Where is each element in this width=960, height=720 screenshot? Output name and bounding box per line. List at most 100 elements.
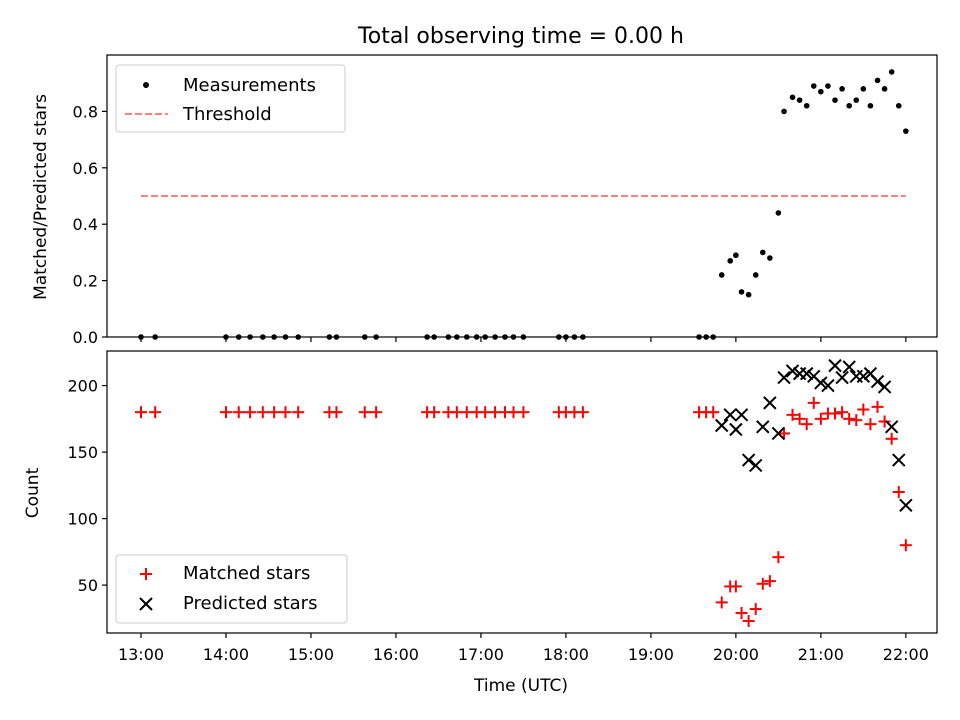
measurement-point <box>832 97 838 103</box>
bottom-plot-area <box>106 350 938 634</box>
measurement-point <box>282 334 289 340</box>
measurement-point <box>903 128 909 134</box>
predicted-stars-point <box>877 380 892 394</box>
measurement-point <box>733 252 739 259</box>
measurement-point <box>839 86 845 92</box>
measurement-point <box>445 334 452 340</box>
x-tick-label: 14:00 <box>203 645 249 664</box>
predicted-stars-point <box>842 360 856 374</box>
measurement-point <box>881 86 888 92</box>
measurement-point <box>796 97 803 103</box>
matched-stars-point <box>428 406 441 419</box>
predicted-stars-point <box>723 408 737 422</box>
measurement-point <box>759 249 766 256</box>
predicted-stars-point <box>756 420 770 434</box>
y-tick-label: 0.6 <box>73 159 98 178</box>
measurement-point <box>846 102 852 109</box>
measurement-point <box>571 334 578 340</box>
predicted-stars-point <box>828 358 842 373</box>
matched-stars-point <box>850 414 863 427</box>
predicted-stars-point <box>856 369 871 383</box>
y-tick-label: 50 <box>78 576 98 595</box>
x-tick-label: 20:00 <box>713 645 759 664</box>
measurement-point <box>710 334 717 340</box>
measurement-point <box>563 334 569 340</box>
top-y-axis-label: Matched/Predicted stars <box>31 94 51 300</box>
y-tick-label: 0.2 <box>73 272 98 291</box>
predicted-stars-point <box>884 420 899 434</box>
matched-stars-point <box>256 406 269 419</box>
measurement-point <box>454 334 460 340</box>
measurement-point <box>431 334 437 340</box>
predicted-stars-point <box>771 426 786 441</box>
measurement-point <box>810 83 817 89</box>
predicted-stars-point <box>814 376 828 390</box>
measurement-point <box>326 334 333 340</box>
predicted-stars-point <box>734 408 749 422</box>
measurement-point <box>818 88 824 95</box>
x-tick-label: 22:00 <box>883 645 929 664</box>
matched-stars-point <box>370 406 383 419</box>
matched-stars-point <box>749 603 762 616</box>
matched-stars-point <box>244 406 257 419</box>
bottom-y-axis-label: Count <box>23 467 43 518</box>
measurement-point <box>803 102 810 109</box>
matched-stars-point <box>829 407 842 420</box>
matched-stars-point <box>885 432 898 445</box>
predicted-stars-point <box>741 453 756 467</box>
measurement-point <box>247 334 253 340</box>
predicted-stars-point <box>892 453 906 467</box>
y-tick-label: 0.8 <box>73 102 98 121</box>
predicted-stars-point <box>799 366 814 381</box>
measurement-point <box>271 334 277 340</box>
matched-stars-point <box>232 406 245 419</box>
measurement-point <box>361 334 368 340</box>
x-tick-label: 15:00 <box>288 645 334 664</box>
predicted-stars-point <box>729 422 743 437</box>
matched-stars-point <box>707 406 720 419</box>
matched-stars-point <box>786 408 799 421</box>
legend-marker-measurements <box>143 82 149 88</box>
measurement-point <box>775 210 782 216</box>
matched-stars-point <box>800 418 813 431</box>
matched-stars-point <box>899 539 912 552</box>
measurement-point <box>556 334 562 340</box>
predicted-stars-point <box>785 364 800 378</box>
matched-stars-point <box>735 607 748 620</box>
top-legend-box <box>115 64 346 133</box>
matched-stars-point <box>807 396 820 409</box>
predicted-stars-point <box>748 458 763 473</box>
measurement-point <box>752 272 759 278</box>
measurement-point <box>738 289 745 295</box>
measurement-point <box>373 334 379 340</box>
legend-label-threshold: Threshold <box>182 104 272 125</box>
matched-stars-point <box>742 615 755 628</box>
y-tick-label: 0.4 <box>73 215 98 234</box>
predicted-stars-point <box>777 370 791 385</box>
measurement-point <box>853 97 860 103</box>
measurement-point <box>718 272 725 278</box>
y-tick-label: 0.0 <box>73 328 98 347</box>
measurement-point <box>473 334 480 340</box>
matched-stars-point <box>517 406 530 419</box>
measurement-point <box>745 291 752 298</box>
bottom-legend-box <box>115 554 348 624</box>
measurement-point <box>260 334 266 340</box>
matched-stars-point <box>857 403 870 416</box>
y-tick-label: 200 <box>67 377 98 396</box>
predicted-stars-point <box>835 370 849 385</box>
measurement-point <box>138 334 144 340</box>
measurement-point <box>295 334 302 340</box>
measurement-point <box>703 334 709 340</box>
matched-stars-point <box>729 580 742 593</box>
x-tick-label: 13:00 <box>118 645 164 664</box>
matched-stars-point <box>576 406 589 419</box>
legend-label-measurements: Measurements <box>183 75 316 96</box>
x-tick-label: 17:00 <box>458 645 504 664</box>
matched-stars-point <box>149 406 162 419</box>
measurement-point <box>152 334 158 340</box>
measurement-point <box>895 102 902 109</box>
y-tick-label: 100 <box>67 510 98 529</box>
matched-stars-point <box>279 406 292 419</box>
legend-label-matched-stars: Matched stars <box>183 563 310 584</box>
